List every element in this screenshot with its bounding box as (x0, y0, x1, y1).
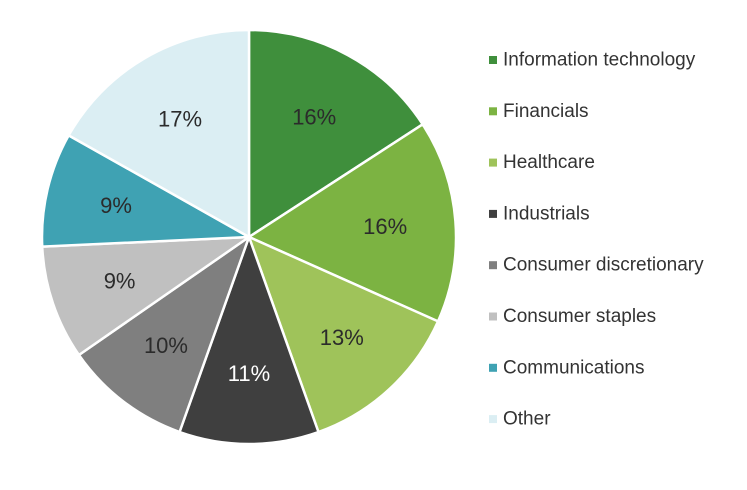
pie-slice-labels: 16% 16% 13% 11% 10% 9% 9% 17% (100, 104, 407, 386)
slice-label-communications: 9% (100, 193, 132, 218)
legend-item-financials: Financials (489, 101, 589, 122)
slice-label-financials: 16% (363, 214, 407, 239)
pie-slice-healthcare (247, 235, 440, 434)
slice-label-information-technology: 16% (292, 104, 336, 129)
pie-slices (40, 28, 458, 446)
legend-swatch-consumer-staples (489, 312, 497, 321)
legend-swatch-communications (489, 363, 497, 372)
pie-slice-communications (40, 134, 251, 248)
legend-label-consumer-discretionary: Consumer discretionary (503, 255, 704, 276)
pie-slice-information-technology (247, 28, 424, 239)
legend-swatch-industrials (489, 209, 497, 218)
slice-label-industrials: 11% (228, 361, 270, 386)
legend: Information technology Financials Healthca… (489, 50, 704, 430)
legend-item-consumer-staples: Consumer staples (489, 306, 656, 327)
legend-item-other: Other (489, 409, 551, 430)
slice-label-other: 17% (158, 107, 202, 132)
legend-item-communications: Communications (489, 357, 645, 378)
slice-label-consumer-discretionary: 10% (144, 333, 188, 358)
legend-swatch-information-technology (489, 56, 497, 64)
pie-slice-consumer-staples (40, 235, 251, 357)
legend-label-other: Other (503, 409, 551, 430)
legend-item-industrials: Industrials (489, 203, 590, 224)
legend-label-information-technology: Information technology (503, 50, 696, 71)
pie-slice-consumer-discretionary (77, 235, 251, 434)
slice-label-healthcare: 13% (320, 325, 364, 350)
legend-swatch-healthcare (489, 158, 497, 167)
legend-item-information-technology: Information technology (489, 50, 696, 71)
legend-label-financials: Financials (503, 101, 589, 122)
legend-label-industrials: Industrials (503, 203, 590, 224)
legend-swatch-financials (489, 107, 497, 116)
legend-label-communications: Communications (503, 357, 645, 378)
legend-item-healthcare: Healthcare (489, 152, 595, 173)
slice-label-consumer-staples: 9% (104, 268, 136, 293)
pie-slice-financials (247, 123, 458, 323)
legend-label-consumer-staples: Consumer staples (503, 306, 656, 327)
pie-slice-industrials (178, 235, 320, 446)
legend-swatch-consumer-discretionary (489, 261, 497, 270)
legend-swatch-other (489, 415, 497, 424)
legend-label-healthcare: Healthcare (503, 152, 595, 173)
pie-slice-other (67, 28, 251, 239)
legend-item-consumer-discretionary: Consumer discretionary (489, 255, 704, 276)
